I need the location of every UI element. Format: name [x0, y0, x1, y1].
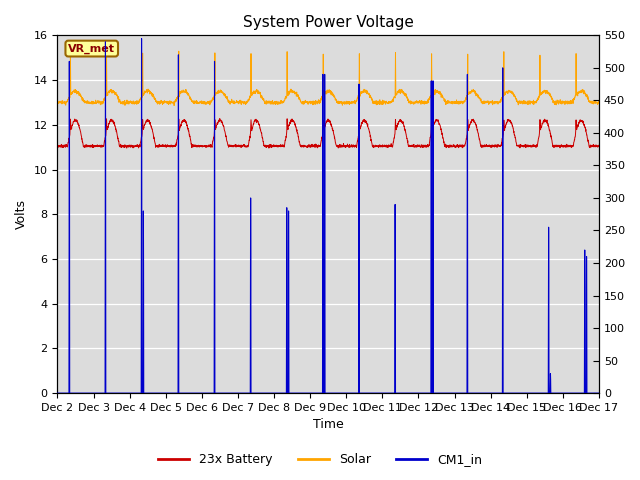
Text: VR_met: VR_met — [68, 43, 115, 54]
X-axis label: Time: Time — [313, 419, 344, 432]
Title: System Power Voltage: System Power Voltage — [243, 15, 413, 30]
Legend: 23x Battery, Solar, CM1_in: 23x Battery, Solar, CM1_in — [153, 448, 487, 471]
Y-axis label: Volts: Volts — [15, 199, 28, 229]
